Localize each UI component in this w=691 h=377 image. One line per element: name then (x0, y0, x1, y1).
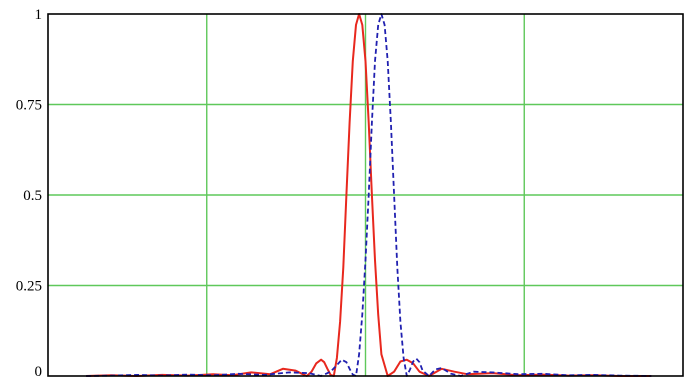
y-tick-label-5: 1 (35, 7, 43, 23)
series-layer (86, 13, 652, 377)
y-tick-label-3: 0.5 (23, 188, 42, 204)
y-tick-label-1: 0 (35, 364, 43, 377)
dashed-series-line-2 (86, 13, 652, 377)
y-tick-labels: 0 0.25 0.5 0.75 1 (16, 7, 42, 377)
plot-frame (47, 13, 684, 377)
solid-series-line-1 (86, 13, 652, 377)
y-tick-label-4: 0.75 (16, 98, 42, 114)
y-tick-label-2: 0.25 (16, 279, 42, 295)
